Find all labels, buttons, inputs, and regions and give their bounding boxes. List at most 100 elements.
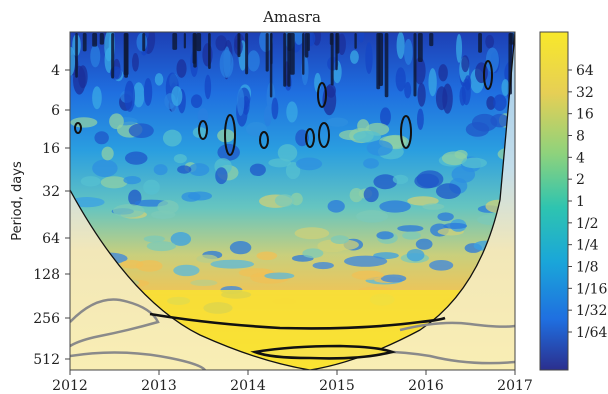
colorbar-tick-label: 8 — [576, 129, 585, 145]
power-patch — [380, 274, 407, 283]
power-patch — [92, 159, 118, 178]
power-patch — [396, 32, 405, 60]
power-patch — [171, 86, 183, 107]
power-patch — [70, 46, 76, 76]
power-patch — [294, 32, 304, 45]
power-patch — [330, 235, 349, 245]
power-patch — [112, 204, 145, 218]
power-patch — [215, 35, 228, 51]
power-patch — [190, 279, 218, 287]
y-tick-label: 256 — [33, 311, 60, 327]
x-tick-label: 2014 — [230, 378, 266, 394]
x-tick-label: 2017 — [497, 378, 533, 394]
y-tick-label: 512 — [33, 352, 60, 368]
power-patch — [136, 32, 148, 52]
gray-contour-right — [399, 321, 515, 332]
plot-frame — [69, 31, 516, 371]
significance-streak — [142, 33, 146, 52]
power-patch — [109, 113, 124, 130]
significance-streak — [283, 33, 287, 87]
colorbar-ticks: 64 32 16 8 4 2 1 1/2 1/4 1/8 1/16 1/32 1/64 — [568, 63, 608, 341]
power-patch — [177, 165, 192, 174]
y-tick-label: 32 — [42, 184, 60, 200]
significance-contour — [483, 60, 493, 90]
power-patch — [143, 235, 165, 243]
significance-streak — [82, 33, 87, 52]
significance-streak — [354, 33, 357, 49]
power-patch — [437, 212, 454, 222]
colorbar-tick-label: 1/2 — [576, 216, 599, 232]
power-patch — [428, 68, 437, 97]
significance-streak — [196, 33, 202, 52]
significance-streak — [193, 33, 197, 68]
power-patch — [170, 232, 192, 246]
power-patch — [363, 186, 379, 203]
colorbar-tick-label: 1/32 — [576, 303, 607, 319]
power-patch — [357, 119, 370, 133]
power-patch — [197, 108, 209, 124]
power-patch — [312, 261, 334, 270]
power-patch — [302, 248, 324, 259]
y-tick-label: 64 — [42, 231, 60, 247]
power-patch — [406, 248, 425, 262]
power-patch — [443, 222, 468, 229]
power-patch — [215, 167, 228, 185]
power-patch — [236, 88, 245, 116]
power-patch — [154, 73, 164, 86]
significance-streak — [335, 33, 340, 54]
power-patch — [285, 162, 301, 180]
power-patch — [153, 164, 168, 176]
power-patch — [351, 270, 385, 280]
significance-streak — [330, 33, 334, 86]
power-patch — [349, 187, 364, 203]
power-patch — [461, 78, 471, 106]
power-patch — [353, 130, 381, 143]
power-patch — [392, 174, 409, 185]
power-patch — [376, 231, 394, 240]
power-patch — [380, 107, 391, 127]
colorbar-tick-label: 16 — [576, 107, 594, 123]
power-patch — [277, 144, 298, 162]
significance-contour — [74, 122, 82, 134]
power-patch — [415, 238, 433, 250]
significance-streak — [111, 33, 115, 79]
power-patch — [264, 272, 295, 280]
power-patch — [90, 44, 101, 68]
power-patch — [78, 65, 88, 89]
y-tick-label: 16 — [42, 141, 60, 157]
power-patch — [379, 200, 411, 213]
power-patch — [435, 183, 461, 199]
power-patch — [143, 77, 153, 106]
power-patch — [124, 151, 148, 165]
significance-streak — [413, 33, 417, 97]
high-frequency-streaks — [75, 33, 514, 98]
power-patch — [173, 154, 187, 164]
power-patch — [274, 194, 295, 207]
power-patch — [101, 146, 114, 161]
power-patch — [373, 174, 398, 190]
power-patch — [204, 74, 212, 100]
power-patch — [219, 49, 234, 78]
power-patch — [120, 260, 144, 269]
y-axis-ticks: 4 6 16 32 64 128 256 512 — [33, 63, 70, 368]
power-patch — [245, 121, 268, 137]
power-patch — [429, 260, 454, 271]
colorbar-tick-label: 1/16 — [576, 281, 608, 297]
significance-streak — [124, 33, 128, 78]
y-axis-label: Period, days — [10, 161, 25, 241]
power-patch — [486, 96, 496, 110]
power-patch — [403, 38, 413, 65]
gray-contour-bottom-left — [70, 351, 206, 370]
colorbar-tick-label: 4 — [576, 150, 585, 166]
power-patch — [395, 67, 406, 92]
significance-streak — [237, 33, 241, 58]
power-patch — [493, 94, 507, 111]
chart-title: Amasra — [262, 8, 321, 26]
power-patch — [176, 59, 187, 78]
significance-streak — [509, 33, 514, 45]
significance-contour — [400, 115, 412, 149]
power-patch — [365, 42, 373, 75]
power-patch — [490, 113, 510, 128]
colorbar-tick-label: 1 — [576, 194, 585, 210]
